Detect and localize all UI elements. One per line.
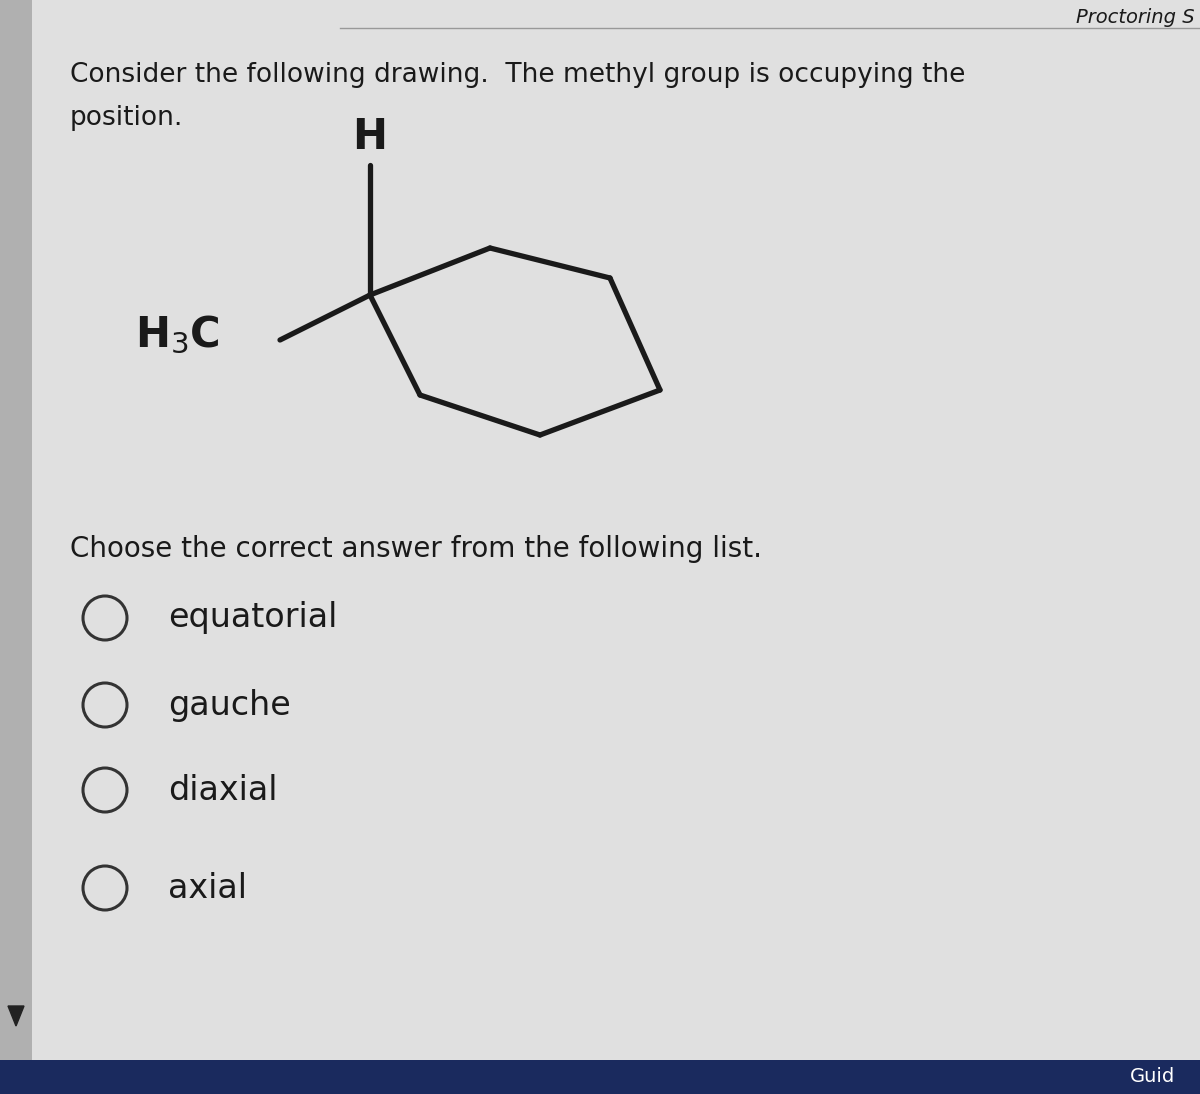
Text: gauche: gauche <box>168 688 290 722</box>
Text: diaxial: diaxial <box>168 773 277 806</box>
Text: H: H <box>353 116 388 158</box>
Polygon shape <box>8 1006 24 1026</box>
Text: Guid: Guid <box>1129 1068 1175 1086</box>
Text: position.: position. <box>70 105 184 131</box>
Text: Consider the following drawing.  The methyl group is occupying the: Consider the following drawing. The meth… <box>70 62 965 88</box>
Text: Choose the correct answer from the following list.: Choose the correct answer from the follo… <box>70 535 762 563</box>
Text: equatorial: equatorial <box>168 602 337 635</box>
Text: axial: axial <box>168 872 247 905</box>
Text: H$_3$C: H$_3$C <box>134 314 220 357</box>
Text: Proctoring S: Proctoring S <box>1076 8 1195 27</box>
Bar <box>0 0 32 1060</box>
Bar <box>0 1060 1200 1094</box>
